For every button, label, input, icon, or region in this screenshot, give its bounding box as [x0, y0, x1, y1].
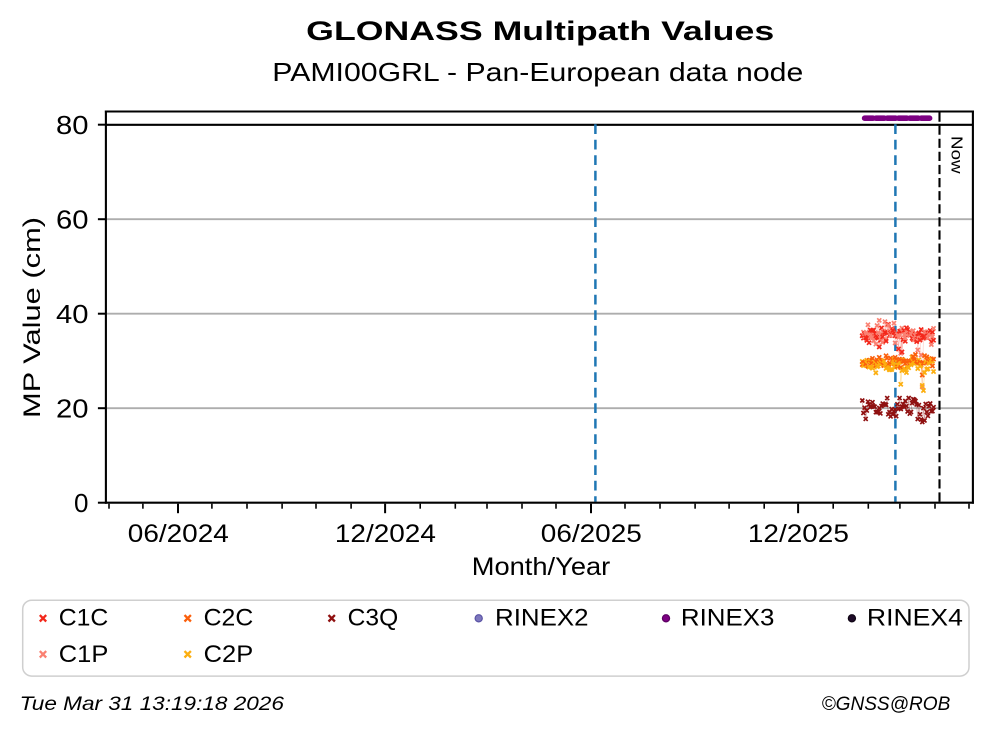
svg-text:0: 0: [74, 488, 88, 518]
svg-text:©GNSS@ROB: ©GNSS@ROB: [822, 693, 951, 715]
svg-text:RINEX4: RINEX4: [867, 605, 963, 632]
svg-text:Month/Year: Month/Year: [472, 553, 611, 581]
svg-text:12/2025: 12/2025: [748, 520, 849, 548]
svg-text:Now: Now: [947, 136, 964, 175]
svg-text:20: 20: [56, 394, 89, 424]
svg-text:PAMI00GRL - Pan-European data: PAMI00GRL - Pan-European data node: [272, 57, 803, 87]
svg-text:06/2024: 06/2024: [128, 520, 229, 548]
svg-text:C3Q: C3Q: [348, 605, 399, 632]
svg-text:C2C: C2C: [204, 605, 254, 632]
svg-text:80: 80: [56, 110, 89, 140]
svg-text:RINEX2: RINEX2: [495, 605, 589, 632]
svg-text:GLONASS Multipath Values: GLONASS Multipath Values: [306, 16, 774, 46]
svg-text:Tue Mar 31 13:19:18 2026: Tue Mar 31 13:19:18 2026: [20, 693, 284, 715]
svg-text:40: 40: [56, 299, 89, 329]
svg-text:C2P: C2P: [204, 641, 254, 668]
svg-text:RINEX3: RINEX3: [681, 605, 775, 632]
svg-text:60: 60: [56, 205, 89, 235]
svg-text:06/2025: 06/2025: [541, 520, 642, 548]
svg-text:MP Value (cm): MP Value (cm): [19, 217, 46, 418]
svg-text:C1C: C1C: [59, 605, 109, 632]
svg-text:C1P: C1P: [59, 641, 109, 668]
svg-text:12/2024: 12/2024: [335, 520, 436, 548]
